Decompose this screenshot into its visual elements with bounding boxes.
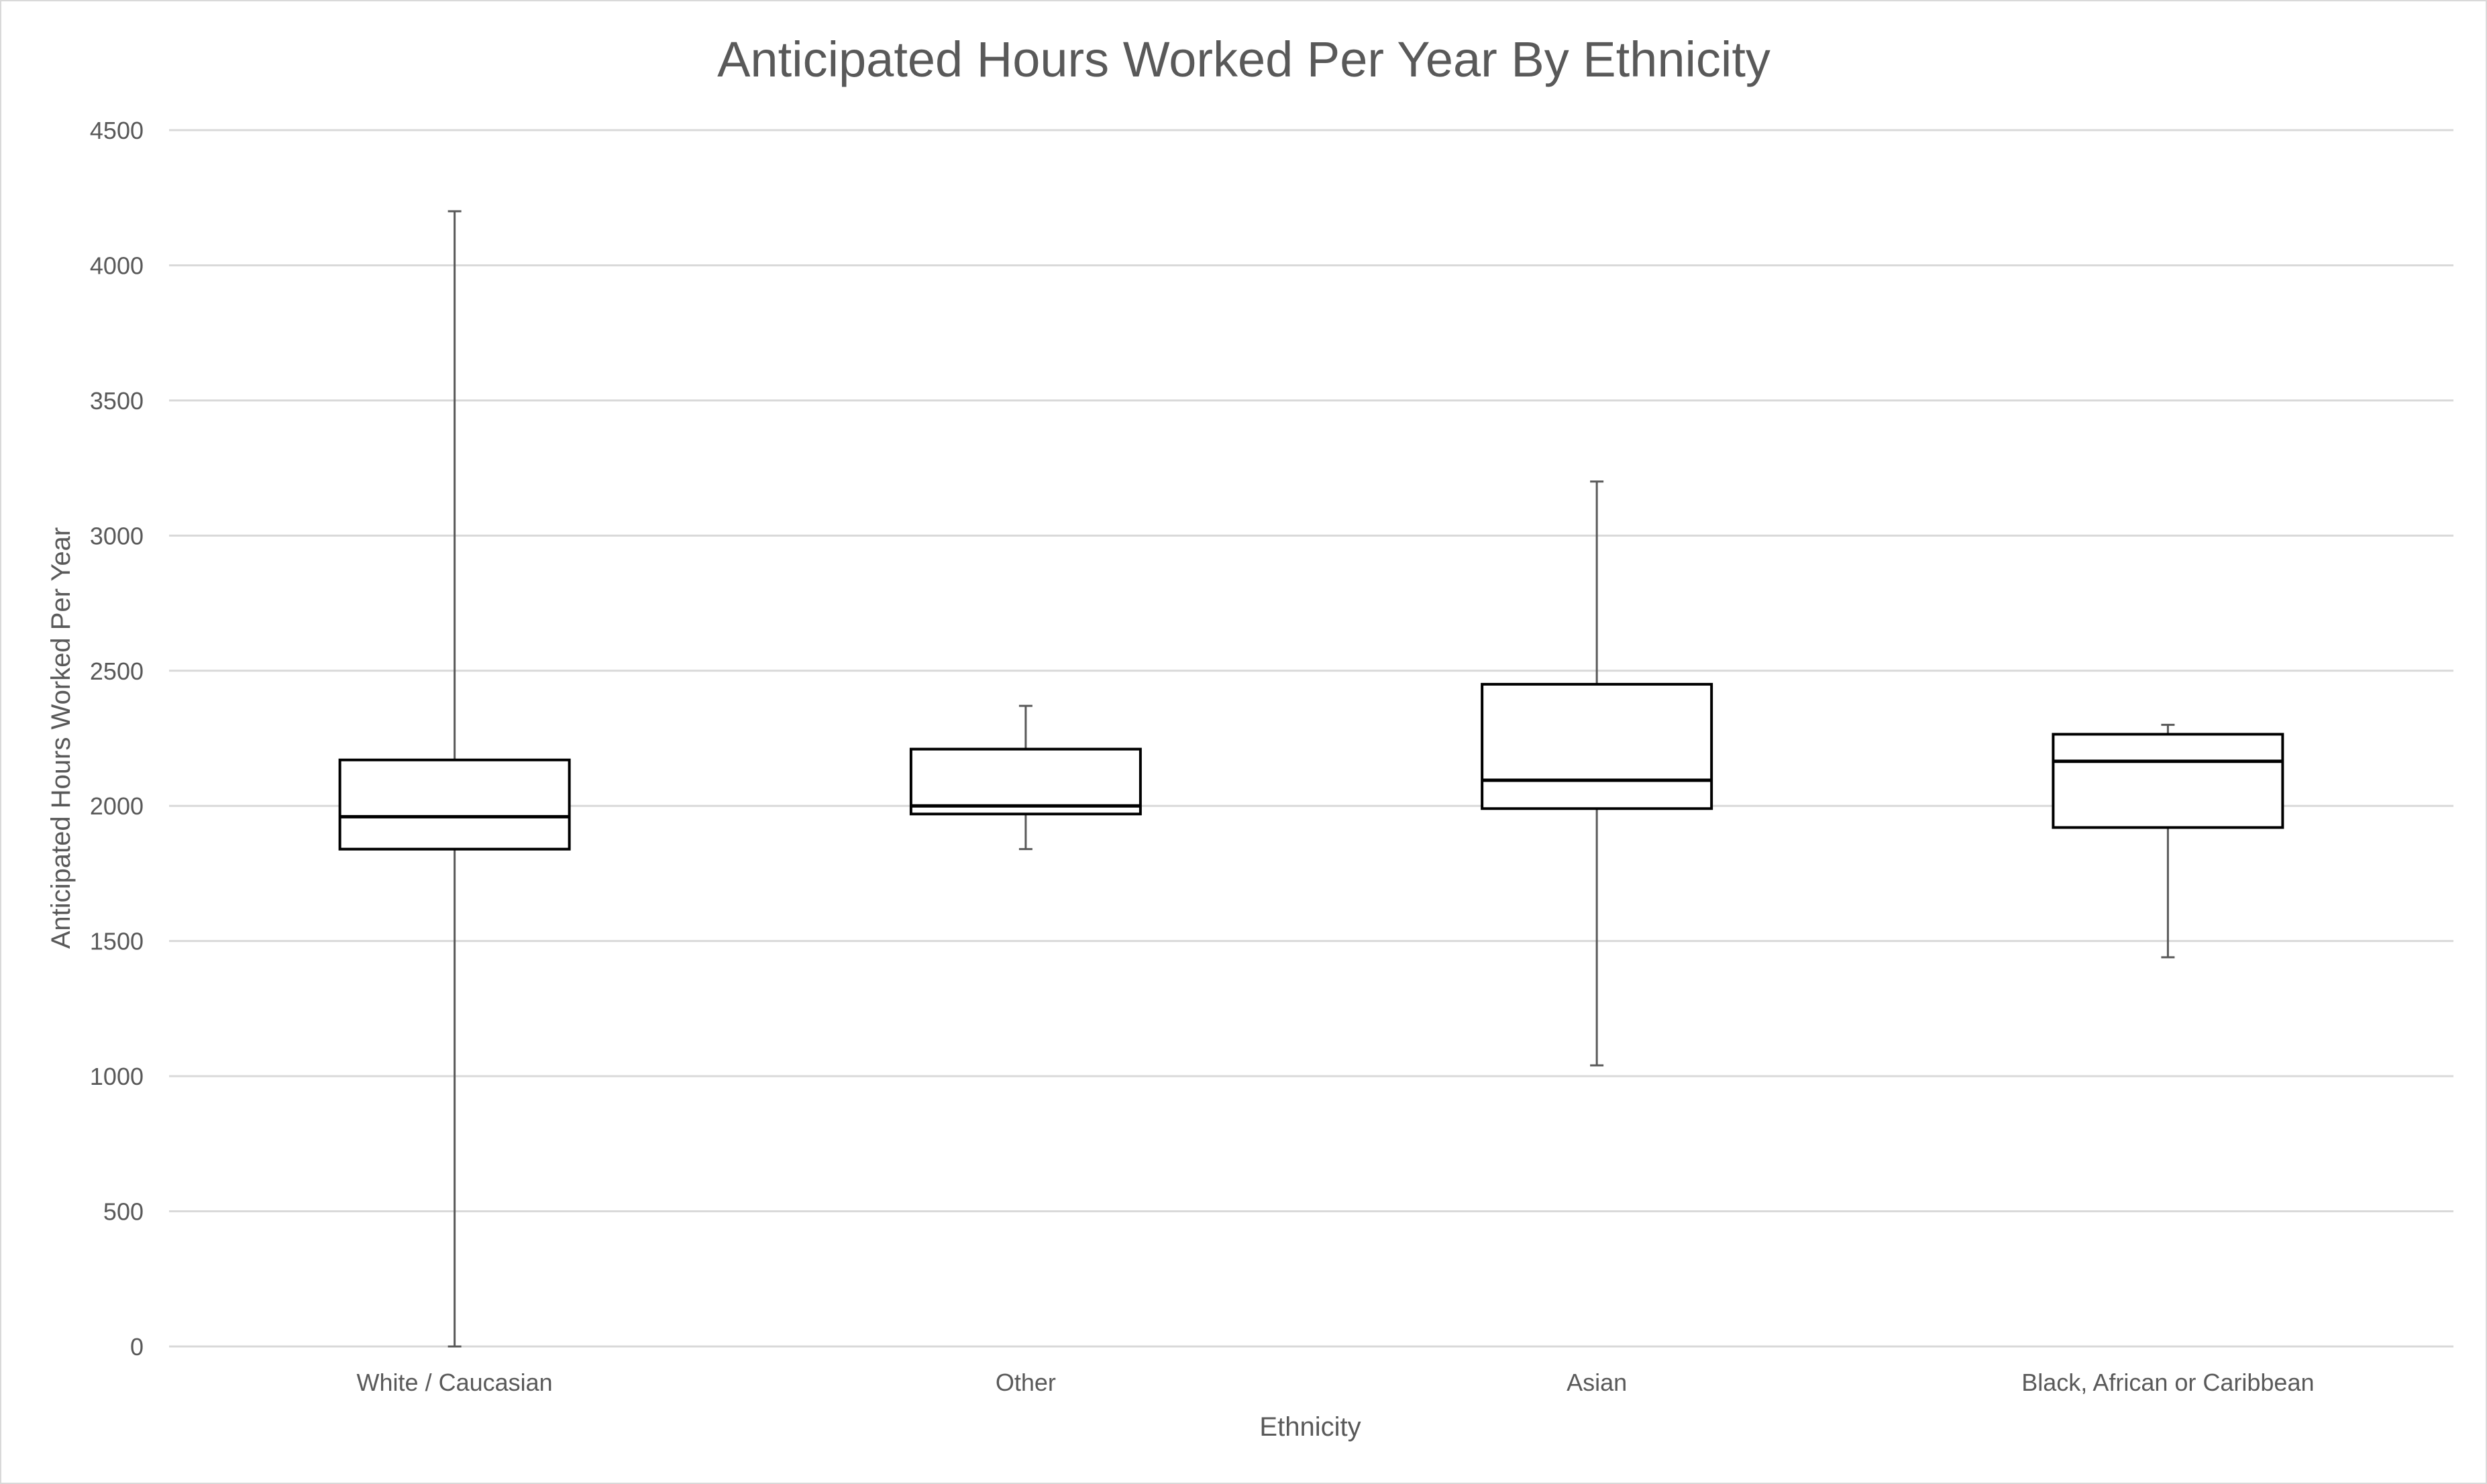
box-plot-series	[338, 210, 2284, 1348]
y-tick-label: 1000	[90, 1063, 144, 1090]
gridlines	[169, 129, 2453, 1348]
y-tick-label: 4500	[90, 117, 144, 144]
y-tick-label: 3500	[90, 387, 144, 415]
y-tick-label: 1500	[90, 928, 144, 955]
y-axis-tick-labels: 0 500 1000 1500 2000 2500 3000 3500 4000 4500	[90, 117, 144, 1361]
y-tick-label: 2000	[90, 792, 144, 820]
x-category-label: Black, African or Caribbean	[2021, 1369, 2314, 1396]
x-category-label: Other	[996, 1369, 1056, 1396]
iqr-box	[2052, 733, 2284, 829]
x-axis-title: Ethnicity	[1259, 1412, 1361, 1442]
box-plot-3	[2052, 723, 2284, 959]
chart-title: Anticipated Hours Worked Per Year By Eth…	[717, 32, 1770, 87]
iqr-box	[338, 758, 571, 851]
x-category-label: Asian	[1567, 1369, 1627, 1396]
iqr-box	[909, 747, 1142, 816]
y-tick-label: 500	[103, 1198, 144, 1226]
y-tick-label: 3000	[90, 522, 144, 549]
box-plot-1	[909, 704, 1142, 851]
y-tick-label: 0	[130, 1333, 144, 1361]
y-tick-label: 2500	[90, 657, 144, 685]
y-axis-title: Anticipated Hours Worked Per Year	[46, 527, 76, 949]
x-category-label: White / Caucasian	[357, 1369, 553, 1396]
box-plot-2	[1481, 480, 1713, 1067]
x-axis-category-labels: White / Caucasian Other Asian Black, Africa…	[357, 1369, 2315, 1396]
y-tick-label: 4000	[90, 252, 144, 279]
iqr-box	[1481, 682, 1713, 810]
box-plot-0	[338, 210, 571, 1348]
